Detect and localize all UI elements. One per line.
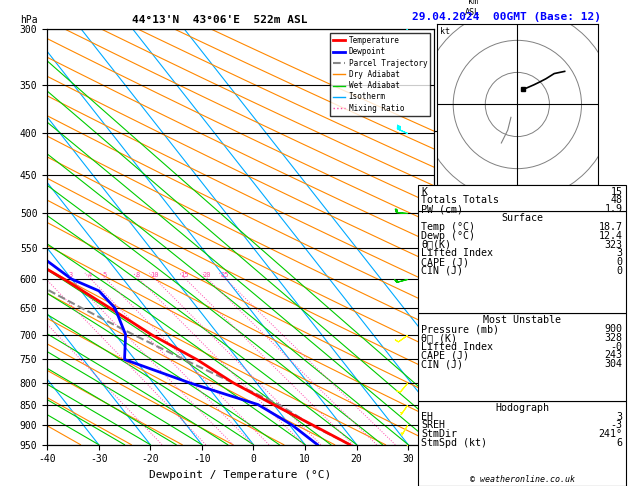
Text: km
ASL: km ASL bbox=[465, 0, 480, 17]
Text: 304: 304 bbox=[604, 359, 623, 369]
Text: -3: -3 bbox=[611, 420, 623, 431]
Text: hPa: hPa bbox=[20, 15, 38, 25]
Text: 4: 4 bbox=[87, 272, 92, 278]
Text: 1.9: 1.9 bbox=[604, 204, 623, 214]
Text: 3: 3 bbox=[616, 248, 623, 259]
Text: 6: 6 bbox=[616, 438, 623, 448]
Text: 20: 20 bbox=[203, 272, 211, 278]
Text: K: K bbox=[421, 187, 428, 197]
Text: 243: 243 bbox=[604, 350, 623, 361]
Text: 48: 48 bbox=[611, 195, 623, 206]
Text: 8: 8 bbox=[136, 272, 140, 278]
Text: Pressure (mb): Pressure (mb) bbox=[421, 324, 499, 334]
Text: CAPE (J): CAPE (J) bbox=[421, 350, 469, 361]
Text: 25: 25 bbox=[220, 272, 229, 278]
Text: 12.4: 12.4 bbox=[599, 231, 623, 241]
Text: 18.7: 18.7 bbox=[599, 222, 623, 232]
Legend: Temperature, Dewpoint, Parcel Trajectory, Dry Adiabat, Wet Adiabat, Isotherm, Mi: Temperature, Dewpoint, Parcel Trajectory… bbox=[330, 33, 430, 116]
Text: SREH: SREH bbox=[421, 420, 445, 431]
Text: Totals Totals: Totals Totals bbox=[421, 195, 499, 206]
Text: 323: 323 bbox=[604, 240, 623, 250]
Text: 44°13'N  43°06'E  522m ASL: 44°13'N 43°06'E 522m ASL bbox=[132, 15, 308, 25]
Text: 15: 15 bbox=[180, 272, 189, 278]
Text: Temp (°C): Temp (°C) bbox=[421, 222, 476, 232]
Text: θᴇ (K): θᴇ (K) bbox=[421, 333, 457, 343]
Text: CAPE (J): CAPE (J) bbox=[421, 257, 469, 267]
X-axis label: Dewpoint / Temperature (°C): Dewpoint / Temperature (°C) bbox=[150, 470, 331, 480]
Text: StmSpd (kt): StmSpd (kt) bbox=[421, 438, 487, 448]
Text: Hodograph: Hodograph bbox=[495, 403, 549, 413]
Text: 0: 0 bbox=[616, 257, 623, 267]
Text: Dewp (°C): Dewp (°C) bbox=[421, 231, 476, 241]
Text: 3: 3 bbox=[69, 272, 73, 278]
Text: PW (cm): PW (cm) bbox=[421, 204, 464, 214]
Text: -0: -0 bbox=[611, 342, 623, 352]
Text: © weatheronline.co.uk: © weatheronline.co.uk bbox=[470, 474, 574, 484]
Text: LCL: LCL bbox=[438, 408, 453, 417]
Text: 29.04.2024  00GMT (Base: 12): 29.04.2024 00GMT (Base: 12) bbox=[412, 12, 601, 22]
Text: 241°: 241° bbox=[599, 429, 623, 439]
Text: 15: 15 bbox=[611, 187, 623, 197]
Text: Lifted Index: Lifted Index bbox=[421, 342, 493, 352]
Text: 328: 328 bbox=[604, 333, 623, 343]
Text: 0: 0 bbox=[616, 266, 623, 276]
Text: Lifted Index: Lifted Index bbox=[421, 248, 493, 259]
Text: CIN (J): CIN (J) bbox=[421, 359, 464, 369]
Text: 10: 10 bbox=[150, 272, 159, 278]
Text: 5: 5 bbox=[103, 272, 107, 278]
Text: 900: 900 bbox=[604, 324, 623, 334]
Text: EH: EH bbox=[421, 412, 433, 422]
Text: Surface: Surface bbox=[501, 213, 543, 224]
Y-axis label: Mixing Ratio (g/kg): Mixing Ratio (g/kg) bbox=[452, 186, 460, 288]
Text: CIN (J): CIN (J) bbox=[421, 266, 464, 276]
Text: Most Unstable: Most Unstable bbox=[483, 315, 561, 326]
Text: StmDir: StmDir bbox=[421, 429, 457, 439]
Text: θᴇ(K): θᴇ(K) bbox=[421, 240, 452, 250]
Text: 3: 3 bbox=[616, 412, 623, 422]
Text: kt: kt bbox=[440, 27, 450, 36]
